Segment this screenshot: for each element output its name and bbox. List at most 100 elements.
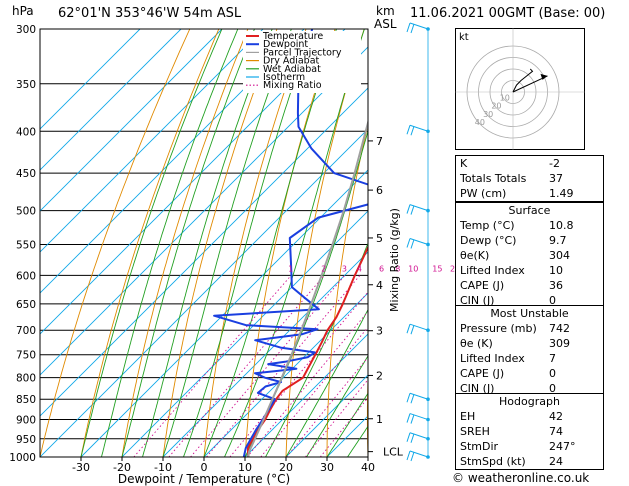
- dewpoint-line: [213, 29, 368, 457]
- row-label: CIN (J): [460, 382, 495, 395]
- legend-label: Isotherm: [263, 72, 305, 83]
- indices-box: K -2 Totals Totals 37 PW (cm) 1.49: [455, 155, 604, 202]
- temperature-tick-label: -10: [154, 461, 172, 474]
- wind-barb-feather: [410, 433, 415, 443]
- pressure-tick-label: 550: [16, 239, 36, 251]
- dry-adiabat: [244, 29, 336, 457]
- isotherm: [203, 292, 368, 457]
- row-value: 0: [549, 294, 556, 307]
- wind-barb-staff: [409, 392, 429, 400]
- row-label: SREH: [460, 425, 490, 438]
- dry-adiabat: [366, 365, 368, 457]
- mixing-ratio-line: [229, 291, 368, 457]
- wet-adiabat: [183, 29, 313, 457]
- hodograph-table-row: StmDir 247°: [456, 439, 603, 454]
- wind-barb-feather: [406, 204, 411, 214]
- surface-title: Surface: [508, 204, 551, 217]
- pressure-tick-label: 350: [16, 79, 36, 91]
- mixing-ratio-label: 8: [395, 264, 400, 273]
- surface-row: CAPE (J) 36: [456, 278, 603, 293]
- wind-barb-feather: [406, 324, 411, 334]
- row-label: StmDir: [460, 440, 499, 453]
- row-label: θe (K): [460, 337, 493, 350]
- row-value: 304: [549, 249, 570, 262]
- lcl-label: LCL: [383, 446, 404, 459]
- legend-label: Temperature: [262, 31, 323, 42]
- pressure-tick-label: 1000: [9, 452, 36, 464]
- wet-adiabat: [203, 29, 337, 457]
- wind-barb-feather: [406, 413, 411, 423]
- row-label: Dewp (°C): [460, 234, 517, 247]
- pressure-tick-label: 500: [16, 206, 36, 218]
- km-tick-label: 7: [376, 135, 383, 148]
- wet-adiabat: [224, 29, 365, 457]
- pressure-tick-label: 850: [16, 394, 36, 406]
- dry-adiabat: [326, 122, 368, 457]
- wind-barb-feather: [406, 125, 411, 135]
- mixing-ratio-line: [206, 275, 361, 457]
- row-label: EH: [460, 410, 476, 423]
- hodograph-table-row: EH 42: [456, 409, 603, 424]
- copyright: © weatheronline.co.uk: [452, 471, 590, 485]
- wind-barb-feather: [406, 238, 411, 248]
- pressure-tick-label: 300: [16, 24, 36, 36]
- row-value: 42: [549, 410, 563, 423]
- row-label: CAPE (J): [460, 367, 505, 380]
- wind-barb-feather: [410, 414, 415, 424]
- pressure-unit-label: hPa: [12, 4, 34, 18]
- wind-barb-staff: [409, 238, 429, 245]
- wind-barb-feather: [406, 432, 411, 442]
- dry-adiabat: [203, 29, 307, 457]
- legend-box: [243, 31, 361, 93]
- totals-label: Totals Totals: [460, 172, 527, 185]
- row-value: 309: [549, 337, 570, 350]
- totals-value: 37: [549, 172, 563, 185]
- km-tick-label: 3: [376, 325, 383, 338]
- row-label: θe(K): [460, 249, 490, 262]
- wet-adiabat: [142, 29, 273, 457]
- wind-barb-feather: [410, 451, 415, 462]
- row-value: 74: [549, 425, 563, 438]
- legend-label: Parcel Trajectory: [263, 47, 342, 58]
- row-label: Lifted Index: [460, 264, 525, 277]
- wind-barb-feather: [410, 394, 415, 404]
- wind-barb-feather: [406, 22, 411, 33]
- isotherm: [162, 251, 368, 457]
- mixing-ratio-label: 2: [321, 264, 326, 273]
- wet-adiabat: [162, 29, 292, 457]
- storm-motion-vector: [512, 75, 548, 93]
- pw-value: 1.49: [549, 187, 574, 200]
- wind-barb-staff: [409, 413, 429, 421]
- pw-label: PW (cm): [460, 187, 507, 200]
- mixing-ratio-label: 15: [432, 264, 442, 273]
- legend-label: Mixing Ratio: [263, 80, 322, 91]
- wet-adiabat: [285, 308, 368, 457]
- hodograph-table-title: Hodograph: [499, 395, 560, 408]
- pressure-tick-label: 750: [16, 350, 36, 362]
- hodograph-ring-label: 40: [475, 118, 485, 127]
- pressure-tick-label: 600: [16, 270, 36, 282]
- x-axis-label: Dewpoint / Temperature (°C): [118, 472, 290, 486]
- most-unstable-row: CAPE (J) 0: [456, 366, 603, 381]
- pressure-tick-label: 450: [16, 168, 36, 180]
- hodograph-table-row: StmSpd (kt) 24: [456, 454, 603, 469]
- surface-row: Lifted Index 10: [456, 263, 603, 278]
- mixing-ratio-line: [190, 275, 346, 457]
- row-value: 10: [549, 264, 563, 277]
- hodograph-ring-label: 10: [500, 93, 510, 102]
- surface-box: Surface Temp (°C) 10.8 Dewp (°C) 9.7 θe(K) 30…: [455, 202, 604, 309]
- k-index-value: -2: [549, 157, 560, 170]
- isotherm: [40, 29, 182, 171]
- row-label: Lifted Index: [460, 352, 525, 365]
- wet-adiabat: [306, 355, 368, 457]
- plot-frame: [39, 28, 369, 458]
- datetime-label: 11.06.2021 00GMT (Base: 00): [410, 6, 606, 21]
- wind-barb-staff: [409, 204, 429, 212]
- wet-adiabat: [101, 29, 239, 457]
- hodograph-table-row: SREH 74: [456, 424, 603, 439]
- wind-barb-feather: [406, 393, 411, 403]
- row-value: 10.8: [549, 219, 574, 232]
- wind-barb-staff: [409, 323, 429, 331]
- wet-adiabat: [80, 29, 223, 457]
